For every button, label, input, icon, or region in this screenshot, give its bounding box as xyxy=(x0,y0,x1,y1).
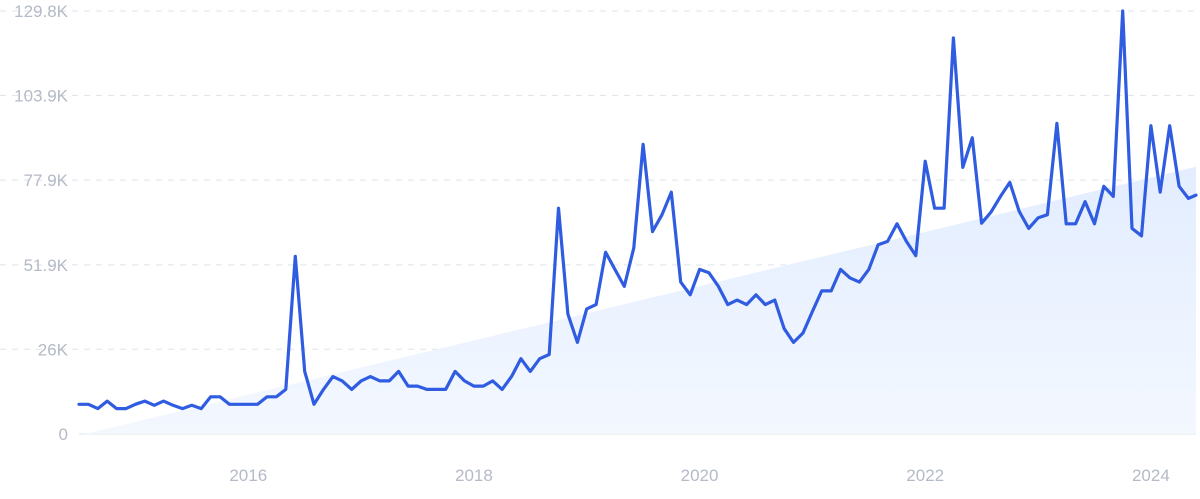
x-axis-ticks: 2016 2018 2020 2022 2024 xyxy=(229,466,1169,485)
x-tick-label: 2018 xyxy=(455,466,493,485)
series-layer xyxy=(77,9,1198,411)
x-tick-label: 2024 xyxy=(1132,466,1170,485)
trend-area-shape xyxy=(84,166,1197,434)
y-tick-label: 103.9K xyxy=(14,86,69,105)
y-tick-label: 77.9K xyxy=(24,171,69,190)
y-tick-label: 0 xyxy=(59,425,68,444)
x-tick-label: 2022 xyxy=(906,466,944,485)
y-tick-label: 129.8K xyxy=(14,2,69,21)
trend-area xyxy=(84,166,1197,434)
series-line xyxy=(77,9,1198,411)
y-tick-label: 51.9K xyxy=(24,256,69,275)
x-tick-label: 2020 xyxy=(681,466,719,485)
y-tick-label: 26K xyxy=(38,340,69,359)
x-tick-label: 2016 xyxy=(229,466,267,485)
y-axis-ticks: 0 26K 51.9K 77.9K 103.9K 129.8K xyxy=(14,2,69,444)
